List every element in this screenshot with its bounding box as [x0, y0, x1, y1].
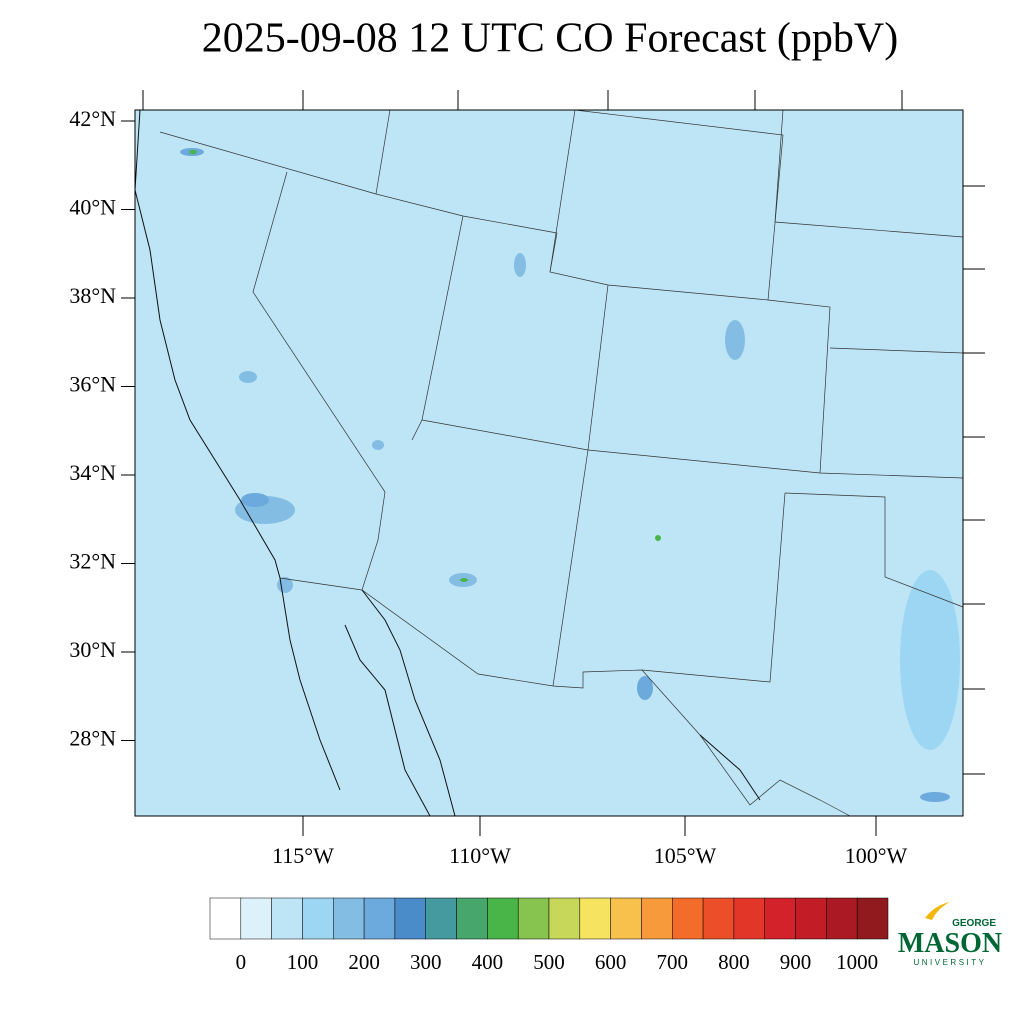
colorbar-label: 400 [472, 950, 504, 974]
colorbar-box [764, 897, 796, 940]
colorbar-box [271, 897, 303, 940]
lat-label: 38°N [69, 283, 116, 308]
logo-bottom: UNIVERSITY [913, 958, 986, 967]
logo-swoosh [925, 902, 950, 920]
colorbar-box [333, 897, 365, 940]
lon-label: 105°W [654, 843, 717, 868]
colorbar-box [826, 897, 858, 940]
colorbar-label: 800 [718, 950, 750, 974]
colorbar-box [610, 897, 642, 940]
lat-label: 32°N [69, 549, 116, 574]
logo-top: GEORGE [952, 918, 996, 929]
colorbar-box [579, 897, 611, 940]
lat-label: 28°N [69, 726, 116, 751]
colorbar-label: 100 [287, 950, 319, 974]
logo-name: MASON [898, 928, 1002, 959]
colorbar-label: 500 [533, 950, 565, 974]
lat-label: 40°N [69, 195, 116, 220]
lat-label: 34°N [69, 460, 116, 485]
colorbar-box [425, 897, 457, 940]
colorbar-box [733, 897, 765, 940]
lon-label: 100°W [845, 843, 908, 868]
colorbar-box [240, 897, 272, 940]
lat-label: 36°N [69, 372, 116, 397]
colorbar-box [672, 897, 704, 940]
colorbar-label: 0 [236, 950, 247, 974]
state-borders [159, 109, 964, 817]
lat-label: 42°N [69, 106, 116, 131]
colorbar-box [548, 897, 581, 940]
plumes [180, 148, 960, 802]
colorbar-box [795, 897, 827, 940]
colorbar-label: 600 [595, 950, 627, 974]
colorbar-label: 700 [657, 950, 689, 974]
map-frame [134, 109, 964, 817]
colorbar-label: 1000 [836, 950, 878, 974]
coastlines [134, 109, 761, 817]
colorbar-box [363, 897, 396, 940]
colorbar-label: 200 [348, 950, 380, 974]
colorbar-label: 900 [780, 950, 812, 974]
colorbar-box [394, 897, 426, 940]
colorbar-box [517, 897, 550, 940]
colorbar-box [302, 897, 334, 940]
colorbar-box [456, 897, 488, 940]
colorbar-box [487, 897, 519, 940]
map-border [134, 109, 964, 817]
lat-label: 30°N [69, 637, 116, 662]
colorbar-label: 300 [410, 950, 442, 974]
colorbar-box [641, 897, 673, 940]
lon-label: 110°W [449, 843, 511, 868]
colorbar-box [209, 897, 242, 940]
title: 2025-09-08 12 UTC CO Forecast (ppbV) [202, 16, 898, 62]
colorbar-box [702, 897, 735, 940]
lon-label: 115°W [272, 843, 334, 868]
colorbar-box [856, 897, 889, 940]
